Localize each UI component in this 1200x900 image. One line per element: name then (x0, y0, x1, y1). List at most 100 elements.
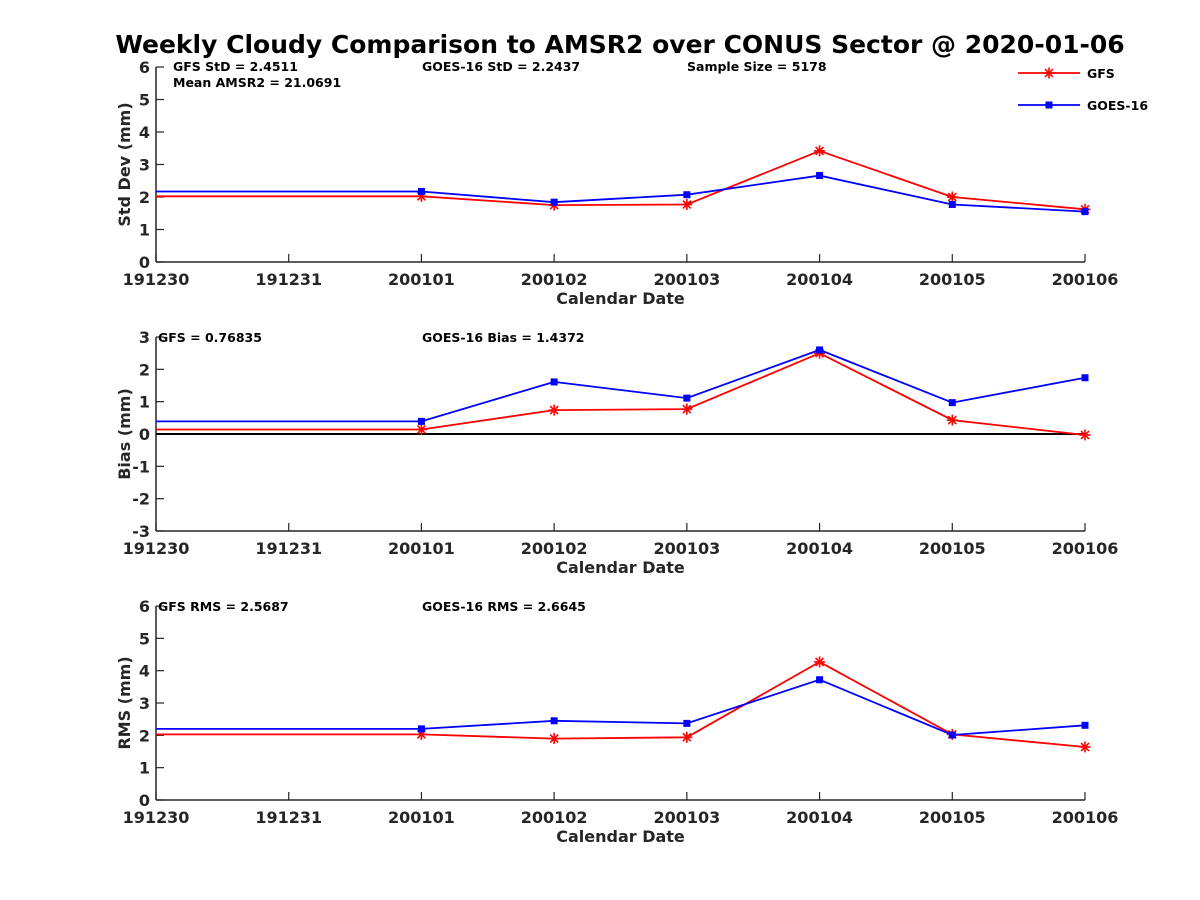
panel-1-annotation: Mean AMSR2 = 21.0691 (173, 75, 341, 90)
panel-3-x-axis-label: Calendar Date (556, 827, 685, 846)
panel-2-y-tick-label: -1 (132, 457, 150, 476)
panel-1-series-goes-16-point (1081, 208, 1089, 216)
chart-title: Weekly Cloudy Comparison to AMSR2 over C… (115, 30, 1125, 59)
panel-3-x-tick-label: 200101 (388, 808, 455, 827)
panel-2-series-goes-16-line (156, 348, 1086, 423)
panel-3-y-tick-label: 5 (139, 629, 150, 648)
legend-gfs-swatch-marker (1043, 67, 1055, 79)
panel-1-series-gfs-line (156, 149, 1086, 211)
panel-3-series-gfs-point (1079, 741, 1091, 753)
panel-2-x-tick-label: 191231 (255, 539, 322, 558)
panel-3-series-goes-16-point (417, 725, 425, 733)
panel-3-series-gfs-point (681, 731, 693, 743)
panel-3-x-tick-label: 200105 (919, 808, 986, 827)
panel-2-x-tick-label: 200103 (653, 539, 720, 558)
panel-1-series-goes-16-point (816, 172, 824, 180)
panel-1-y-tick-label: 3 (139, 156, 150, 175)
panel-3-series-goes-16-point (1081, 721, 1089, 729)
panel-2-x-tick-label: 200102 (521, 539, 588, 558)
panel-3-annotation: GFS RMS = 2.5687 (158, 599, 289, 614)
panel-1-y-tick-label: 6 (139, 58, 150, 77)
panel-2-x-axis-label: Calendar Date (556, 558, 685, 577)
panel-2-y-tick-label: -3 (132, 522, 150, 541)
panel-1-series-goes-16-point (550, 198, 558, 206)
panel-2-series-gfs-point (548, 404, 560, 416)
panel-3-x-tick-label: 200102 (521, 808, 588, 827)
panel-2-series-gfs-point (1079, 429, 1091, 441)
panel-3-y-tick-label: 4 (139, 662, 150, 681)
panel-1-y-tick-label: 1 (139, 221, 150, 240)
panel-2-series-goes-16-point (816, 346, 824, 354)
panel-3-series-gfs-line (156, 660, 1086, 748)
panel-2-x-tick-label: 200104 (786, 539, 853, 558)
panel-2-series-goes-16-point (550, 378, 558, 386)
panel-1-series-goes-16-point (948, 200, 956, 208)
panel-2-y-tick-label: 3 (139, 328, 150, 347)
panel-3-series-gfs-point (814, 656, 826, 668)
panel-2-series-gfs-point (946, 414, 958, 426)
panel-1-x-tick-label: 200102 (521, 270, 588, 289)
panel-3-y-tick-label: 6 (139, 597, 150, 616)
panel-1-series-goes-16-point (417, 187, 425, 195)
panel-1-x-axis-label: Calendar Date (556, 289, 685, 308)
panel-2-y-tick-label: -2 (132, 490, 150, 509)
panel-2-series-goes-16-point (417, 417, 425, 425)
panel-1-series-goes-16-point (683, 191, 691, 199)
panel-2-series-goes-16-point (683, 394, 691, 402)
panel-3-series-goes-16-point (683, 719, 691, 727)
panel-2-annotation: GOES-16 Bias = 1.4372 (422, 330, 584, 345)
legend-gfs-label: GFS (1087, 66, 1115, 81)
panel-2-series-gfs-point (415, 423, 427, 435)
panel-1-y-tick-label: 0 (139, 253, 150, 272)
panel-2-x-tick-label: 200106 (1052, 539, 1119, 558)
legend-goes-16-label: GOES-16 (1087, 98, 1148, 113)
panel-1-y-tick-label: 2 (139, 188, 150, 207)
panel-3-series-goes-16-point (948, 731, 956, 739)
panel-2-y-axis-label: Bias (mm) (115, 388, 134, 480)
panel-2-series-gfs-point (681, 403, 693, 415)
panel-2-x-tick-label: 191230 (123, 539, 190, 558)
panel-3-y-tick-label: 2 (139, 726, 150, 745)
panel-1-x-tick-label: 200104 (786, 270, 853, 289)
panel-1-x-tick-label: 200105 (919, 270, 986, 289)
panel-3-series-goes-16-line (156, 678, 1086, 736)
panel-1-x-tick-label: 200106 (1052, 270, 1119, 289)
panel-3-x-tick-label: 200103 (653, 808, 720, 827)
panel-1-y-tick-label: 5 (139, 91, 150, 110)
panel-1-x-tick-label: 200101 (388, 270, 455, 289)
panel-2-annotation: GFS = 0.76835 (158, 330, 262, 345)
panel-1-series-gfs-point (946, 191, 958, 203)
panel-3-x-tick-label: 191231 (255, 808, 322, 827)
panel-1-annotation: Sample Size = 5178 (687, 59, 827, 74)
panel-3-y-axis-label: RMS (mm) (115, 656, 134, 749)
panel-1-y-axis-label: Std Dev (mm) (115, 102, 134, 226)
panel-3-x-tick-label: 200106 (1052, 808, 1119, 827)
panel-1-series-gfs-point (681, 198, 693, 210)
panel-2-series-goes-16-point (948, 399, 956, 407)
panel-3-y-tick-label: 3 (139, 694, 150, 713)
panel-1-y-tick-label: 4 (139, 123, 150, 142)
panel-3-y-tick-label: 1 (139, 759, 150, 778)
panel-1-x-tick-label: 191230 (123, 270, 190, 289)
panel-1-annotation: GOES-16 StD = 2.2437 (422, 59, 580, 74)
panel-3-series-gfs-point (548, 733, 560, 745)
panel-3-series-goes-16-point (550, 717, 558, 725)
panel-2-x-tick-label: 200101 (388, 539, 455, 558)
panel-2-series-goes-16-point (1081, 374, 1089, 382)
panel-3-series-goes-16-point (816, 676, 824, 684)
panel-2-y-tick-label: 2 (139, 360, 150, 379)
panel-1-annotation: GFS StD = 2.4511 (173, 59, 298, 74)
panel-2-y-tick-label: 1 (139, 393, 150, 412)
legend-goes-16-swatch-marker (1045, 101, 1053, 109)
panel-1-x-tick-label: 200103 (653, 270, 720, 289)
panel-2-y-tick-label: 0 (139, 425, 150, 444)
panel-1-x-tick-label: 191231 (255, 270, 322, 289)
panel-1-series-goes-16-line (156, 174, 1086, 213)
panel-3-y-tick-label: 0 (139, 791, 150, 810)
panel-1-series-gfs-point (814, 145, 826, 157)
panel-3-x-tick-label: 200104 (786, 808, 853, 827)
panel-3-x-tick-label: 191230 (123, 808, 190, 827)
panel-2-series-gfs-line (156, 352, 1086, 436)
panel-2-x-tick-label: 200105 (919, 539, 986, 558)
